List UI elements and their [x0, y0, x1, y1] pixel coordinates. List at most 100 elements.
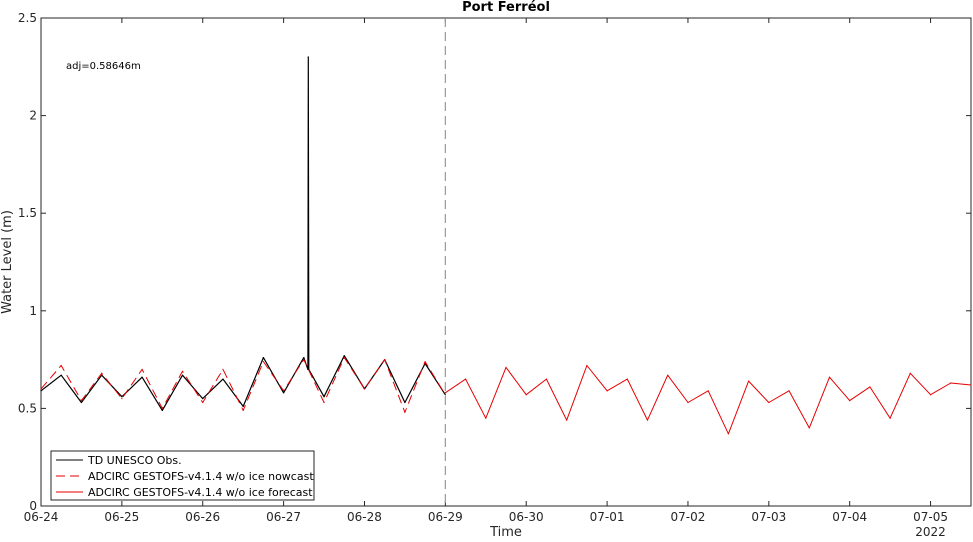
- data-point: [707, 390, 709, 392]
- data-point: [202, 401, 204, 404]
- data-point: [121, 398, 123, 400]
- data-point: [849, 399, 851, 402]
- x-tick-label: 06-25: [104, 510, 139, 524]
- data-point: [929, 394, 932, 396]
- data-point: [181, 370, 184, 372]
- data-point: [308, 368, 310, 370]
- data-point: [40, 388, 42, 390]
- data-point: [161, 409, 163, 411]
- data-point: [788, 390, 790, 392]
- data-point: [303, 357, 305, 359]
- data-point: [970, 384, 972, 386]
- data-point: [626, 378, 628, 380]
- plot-frame: [40, 17, 972, 507]
- data-point: [667, 374, 669, 376]
- x-tick-label: 06-27: [266, 510, 301, 524]
- data-point: [60, 364, 62, 367]
- plot-area: [40, 17, 972, 507]
- legend: TD UNESCO Obs. ADCIRC GESTOFS-v4.1.4 w/o …: [50, 450, 315, 501]
- data-point: [525, 394, 527, 396]
- data-point: [768, 401, 770, 404]
- data-point: [202, 398, 204, 400]
- x-tick-label: 06-28: [347, 510, 382, 524]
- data-point: [343, 357, 345, 359]
- y-tick-label: 2: [29, 109, 37, 123]
- x-tick-label: 07-03: [751, 510, 786, 524]
- x-axis-title: Time: [489, 525, 522, 540]
- data-point: [566, 419, 568, 421]
- legend-label: ADCIRC GESTOFS-v4.1.4 w/o ice nowcast: [88, 470, 314, 483]
- legend-label: ADCIRC GESTOFS-v4.1.4 w/o ice forecast: [88, 486, 313, 499]
- data-point: [950, 382, 952, 384]
- data-point: [181, 374, 184, 376]
- data-point: [444, 394, 446, 396]
- data-point: [307, 368, 309, 370]
- y-tick-label: 1: [29, 304, 37, 318]
- data-point: [363, 388, 366, 390]
- chart-title: Port Ferréol: [462, 0, 550, 15]
- data-point: [464, 378, 467, 380]
- adjustment-annotation: adj=0.58646m: [66, 61, 141, 72]
- x-tick-label: 06-24: [24, 510, 59, 524]
- data-point: [60, 374, 62, 376]
- x-tick-label: 07-04: [832, 510, 867, 524]
- data-point: [101, 372, 103, 374]
- data-point: [141, 368, 143, 370]
- data-point: [141, 376, 143, 378]
- data-point: [909, 372, 911, 374]
- data-point: [687, 401, 689, 404]
- data-point: [828, 376, 831, 378]
- data-point: [808, 427, 810, 429]
- x-tick-label: 07-02: [671, 510, 706, 524]
- y-axis-title: Water Level (m): [0, 210, 15, 314]
- data-point: [404, 411, 406, 413]
- data-point: [323, 401, 325, 404]
- data-point: [748, 380, 750, 382]
- legend-label: TD UNESCO Obs.: [87, 454, 182, 467]
- data-point: [646, 419, 649, 421]
- data-point: [606, 390, 608, 392]
- data-point: [242, 405, 244, 408]
- data-point: [303, 359, 305, 361]
- data-point: [444, 392, 446, 394]
- data-point: [586, 364, 588, 367]
- data-point: [242, 409, 244, 411]
- y-tick-label: 0: [29, 499, 37, 513]
- data-point: [404, 401, 406, 404]
- data-point: [121, 396, 123, 398]
- data-point: [283, 390, 285, 392]
- data-point: [869, 386, 871, 388]
- data-point: [343, 355, 345, 357]
- year-label: 2022: [915, 525, 946, 539]
- series-line-3: [445, 365, 972, 435]
- y-axis: 0 0.5 1 1.5 2 2.5: [18, 11, 971, 513]
- data-point: [307, 56, 309, 58]
- data-point: [727, 433, 729, 435]
- data-point: [384, 359, 386, 361]
- data-point: [40, 390, 42, 392]
- y-tick-label: 1.5: [18, 206, 37, 220]
- y-tick-label: 0.5: [18, 401, 37, 415]
- x-tick-label: 06-30: [509, 510, 544, 524]
- data-point: [101, 374, 103, 376]
- data-point: [161, 407, 163, 409]
- data-point: [262, 357, 264, 359]
- data-point: [80, 399, 83, 402]
- x-axis: 06-24 06-25 06-26 06-27 06-28 06-29 06-30 07-01…: [24, 18, 948, 524]
- x-tick-label: 06-29: [428, 510, 463, 524]
- data-point: [323, 396, 325, 398]
- data-point: [80, 401, 83, 404]
- series-line-1: [40, 56, 446, 411]
- x-tick-label: 07-01: [590, 510, 625, 524]
- series-line-2: [40, 357, 446, 413]
- x-tick-label: 07-05: [913, 510, 948, 524]
- legend-box: [50, 450, 315, 501]
- data-point: [485, 417, 487, 419]
- data-point: [545, 378, 548, 380]
- y-tick-label: 2.5: [18, 11, 37, 25]
- data-point: [505, 366, 507, 369]
- data-point: [889, 417, 891, 419]
- data-point: [262, 360, 264, 363]
- data-point: [222, 378, 224, 380]
